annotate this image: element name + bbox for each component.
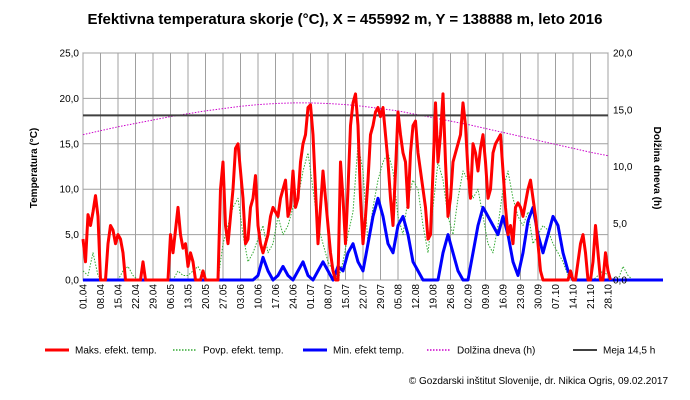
x-axis-ticks: 01.04 08.04 15.04 22.04 29.04 06.05 13.05 20.05… [79,284,615,309]
legend-maks-efekt-temp-label: Maks. efekt. temp. [75,346,157,357]
x-tick-label: 30.09 [534,284,545,309]
x-tick-label: 10.06 [254,284,265,309]
y-tick-label: 25,0 [60,49,80,60]
y2-axis-ticks: 0,0 5,0 10,0 15,0 20,0 [613,49,633,287]
x-tick-label: 08.04 [96,284,107,309]
legend: Maks. efekt. temp. Povp. efekt. temp. Min.… [45,346,655,357]
y-axis-label: Temperatura (°C) [29,128,40,209]
y2-tick-label: 5,0 [613,219,627,230]
x-tick-label: 19.08 [429,284,440,309]
y-tick-label: 0,0 [65,276,79,287]
legend-min-efekt-temp-label: Min. efekt temp. [333,346,404,357]
y-axis-ticks: 0,0 5,0 10,0 15,0 20,0 25,0 [60,49,80,287]
x-tick-label: 29.04 [149,284,160,309]
x-tick-label: 28.10 [604,284,615,309]
y2-tick-label: 20,0 [613,49,633,60]
y2-tick-label: 0,0 [613,276,627,287]
series-min-efekt-temp-line [83,196,663,282]
credit-text: © Gozdarski inštitut Slovenije, dr. Niki… [409,376,669,387]
x-tick-label: 01.04 [79,284,90,309]
series-dol-ina-dneva-h-line [82,102,609,157]
x-tick-label: 01.07 [306,284,317,309]
x-tick-label: 17.06 [271,284,282,309]
series-maks-efekt-temp-line [81,92,612,282]
x-tick-label: 13.05 [184,284,195,309]
x-tick-label: 07.10 [551,284,562,309]
x-tick-label: 06.05 [166,284,177,309]
x-tick-label: 05.08 [394,284,405,309]
series-layer [81,92,663,282]
x-tick-label: 15.04 [114,284,125,309]
x-tick-label: 12.08 [411,284,422,309]
series-povp-efekt-temp-line [82,143,634,281]
legend-meja-14-5-h-label: Meja 14,5 h [603,346,655,357]
chart-title: Efektivna temperatura skorje (°C), X = 4… [88,11,603,28]
x-tick-label: 26.08 [446,284,457,309]
x-tick-label: 09.09 [481,284,492,309]
y-tick-label: 10,0 [60,185,80,196]
x-tick-label: 22.04 [131,284,142,309]
x-tick-label: 16.09 [499,284,510,309]
legend-dol-ina-dneva-h-label: Dolžina dneva (h) [457,346,535,357]
x-tick-label: 08.07 [324,284,335,309]
legend-povp-efekt-temp-label: Povp. efekt. temp. [203,346,284,357]
x-tick-label: 23.09 [516,284,527,309]
y2-tick-label: 10,0 [613,162,633,173]
y2-axis-label: Dolžina dneva (h) [651,127,662,210]
y-tick-label: 5,0 [65,230,79,241]
x-tick-label: 15.07 [341,284,352,309]
x-tick-label: 27.05 [219,284,230,309]
x-tick-label: 20.05 [201,284,212,309]
y2-tick-label: 15,0 [613,105,633,116]
x-tick-label: 03.06 [236,284,247,309]
x-tick-label: 29.07 [376,284,387,309]
x-tick-label: 22.07 [359,284,370,309]
x-tick-label: 21.10 [586,284,597,309]
x-tick-label: 14.10 [569,284,580,309]
x-tick-label: 24.06 [289,284,300,309]
y-tick-label: 20,0 [60,94,80,105]
y-tick-label: 15,0 [60,139,80,150]
x-tick-label: 02.09 [464,284,475,309]
